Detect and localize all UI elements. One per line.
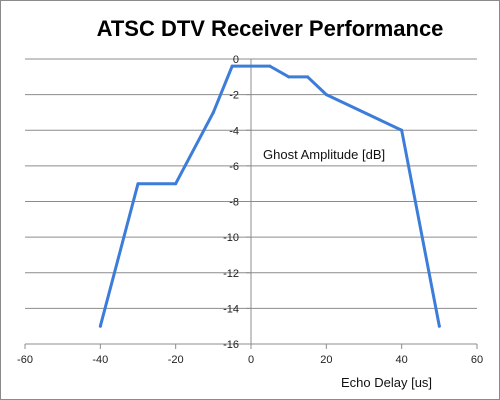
- x-tick-label: 0: [248, 354, 254, 366]
- data-point: [268, 64, 272, 68]
- chart-title: ATSC DTV Receiver Performance: [97, 16, 444, 41]
- x-tick-label: 20: [320, 354, 332, 366]
- x-tick-label: -40: [92, 354, 108, 366]
- data-point: [400, 128, 404, 132]
- x-tick-label: -20: [168, 354, 184, 366]
- data-point: [324, 93, 328, 97]
- data-point: [230, 64, 234, 68]
- series-layer: [98, 64, 441, 328]
- y-tick-label: -14: [223, 303, 239, 315]
- series-line: [98, 64, 441, 328]
- data-point: [211, 110, 215, 114]
- y-tick-label: -4: [229, 125, 239, 137]
- y-tick-label: -12: [223, 268, 239, 280]
- data-point: [437, 324, 441, 328]
- data-point: [174, 182, 178, 186]
- data-point: [287, 75, 291, 79]
- x-axis-label: Echo Delay [us]: [341, 375, 432, 390]
- y-tick-label: 0: [233, 54, 239, 66]
- x-tick-label: 40: [396, 354, 408, 366]
- y-tick-label: -8: [229, 197, 239, 209]
- data-point: [306, 75, 309, 79]
- tick-labels: -60 -40 -20 0 20 40 60 0 -2 -4 -6 -8 -10 -12 -14 -16: [17, 54, 483, 366]
- y-axis-label: Ghost Amplitude [dB]: [263, 147, 385, 162]
- data-point: [98, 324, 102, 328]
- y-tick-label: -2: [229, 90, 239, 102]
- x-tick-label: -60: [17, 354, 33, 366]
- data-point: [136, 182, 140, 186]
- x-tick-label: 60: [471, 354, 483, 366]
- y-tick-label: -16: [223, 339, 239, 351]
- axes: [24, 58, 478, 349]
- y-tick-label: -6: [229, 161, 239, 173]
- y-tick-label: -10: [223, 232, 239, 244]
